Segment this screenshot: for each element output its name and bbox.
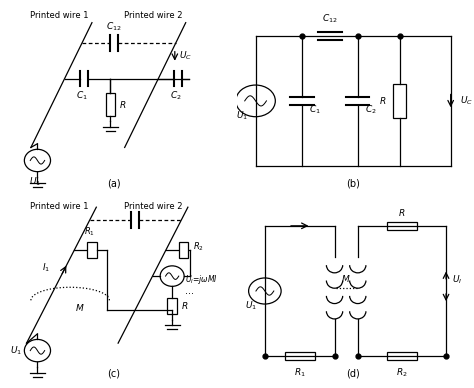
Text: $C_2$: $C_2$ (365, 104, 376, 116)
Text: $U_I$: $U_I$ (452, 274, 462, 286)
Text: $C_1$: $C_1$ (309, 104, 321, 116)
Bar (87, 242, 97, 258)
Bar (393, 84, 406, 118)
Text: $R$: $R$ (379, 95, 387, 106)
Text: (c): (c) (107, 369, 120, 379)
Bar (387, 352, 417, 360)
Text: $U_1$: $U_1$ (29, 175, 41, 188)
Text: Printed wire 2: Printed wire 2 (124, 202, 182, 211)
Text: (a): (a) (107, 178, 120, 189)
Text: $U_C$: $U_C$ (179, 50, 192, 62)
Text: $C_{12}$: $C_{12}$ (106, 21, 122, 33)
Text: $R$: $R$ (398, 207, 406, 218)
Text: Printed wire 1: Printed wire 1 (30, 202, 89, 211)
Bar (106, 94, 115, 116)
Text: ...: ... (185, 286, 194, 296)
Text: $R_2$: $R_2$ (193, 240, 204, 253)
Text: $U_1$: $U_1$ (236, 109, 248, 122)
Bar (167, 298, 177, 314)
Text: (d): (d) (346, 369, 360, 379)
Text: (b): (b) (346, 178, 360, 189)
Bar (179, 242, 188, 258)
Text: $C_1$: $C_1$ (76, 90, 88, 102)
Text: $U_1$: $U_1$ (245, 300, 257, 312)
Text: $R_2$: $R_2$ (396, 366, 408, 379)
Text: $R$: $R$ (181, 300, 188, 312)
Text: $I_1$: $I_1$ (42, 262, 50, 274)
Text: $R_1$: $R_1$ (294, 366, 306, 379)
Text: $C_{12}$: $C_{12}$ (322, 12, 338, 24)
Text: $U_1$: $U_1$ (10, 344, 22, 357)
Text: $M$: $M$ (74, 302, 84, 313)
Text: Printed wire 2: Printed wire 2 (124, 12, 182, 21)
Text: $R$: $R$ (119, 99, 127, 110)
Bar (284, 352, 315, 360)
Text: Printed wire 1: Printed wire 1 (30, 12, 89, 21)
Bar (387, 222, 417, 230)
Text: $U_C$: $U_C$ (460, 95, 473, 107)
Text: $M$: $M$ (341, 274, 351, 284)
Text: $R_1$: $R_1$ (84, 225, 95, 238)
Text: $U_I$=$j\omega MI$: $U_I$=$j\omega MI$ (185, 273, 218, 286)
Text: $C_2$: $C_2$ (170, 90, 182, 102)
